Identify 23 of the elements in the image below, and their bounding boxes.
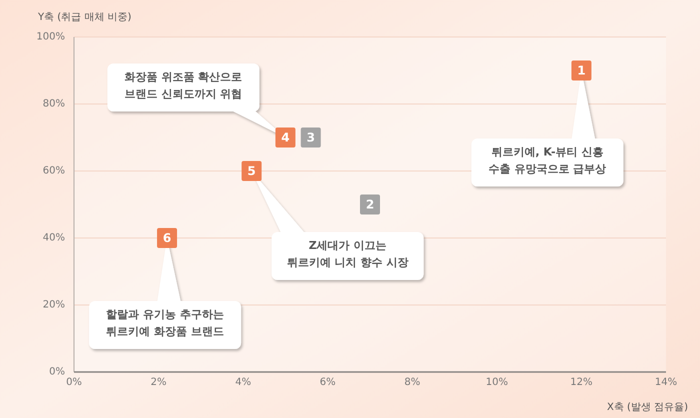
annotation: 할랄과 유기농 추구하는 튀르키예 화장품 브랜드 — [106, 308, 224, 338]
y-tick-label: 80% — [42, 98, 65, 110]
annotation: Z세대가 이끄는 튀르키예 니치 향수 시장 — [286, 239, 408, 269]
x-tick-label: 4% — [235, 377, 252, 388]
y-tick-label: 40% — [42, 232, 65, 244]
x-tick-label: 10% — [486, 377, 508, 388]
x-tick-label: 8% — [404, 377, 420, 388]
x-tick-label: 14% — [654, 377, 678, 388]
y-tick-label: 0% — [49, 366, 65, 378]
x-tick-label: 12% — [570, 377, 593, 388]
y-tick-label: 100% — [36, 32, 65, 43]
x-axis-title: X축 (발생 점유율) — [606, 402, 688, 413]
y-tick-label: 20% — [42, 300, 65, 311]
annotation: 3 — [306, 130, 315, 144]
x-tick-label: 6% — [320, 377, 336, 388]
x-tick-label: 2% — [150, 377, 167, 388]
y-tick-label: 60% — [42, 166, 65, 177]
annotation: 5 — [247, 164, 256, 178]
annotation: 튀르키예, K-뷰티 신흥 수출 유망국으로 급부상 — [488, 146, 606, 176]
y-axis-title: Y축 (취급 매체 비중) — [37, 12, 132, 23]
x-tick-label: 0% — [66, 377, 82, 388]
annotation: 2 — [366, 198, 374, 212]
annotation: 화장품 위조품 확산으로 브랜드 신뢰도까지 위협 — [124, 70, 242, 100]
